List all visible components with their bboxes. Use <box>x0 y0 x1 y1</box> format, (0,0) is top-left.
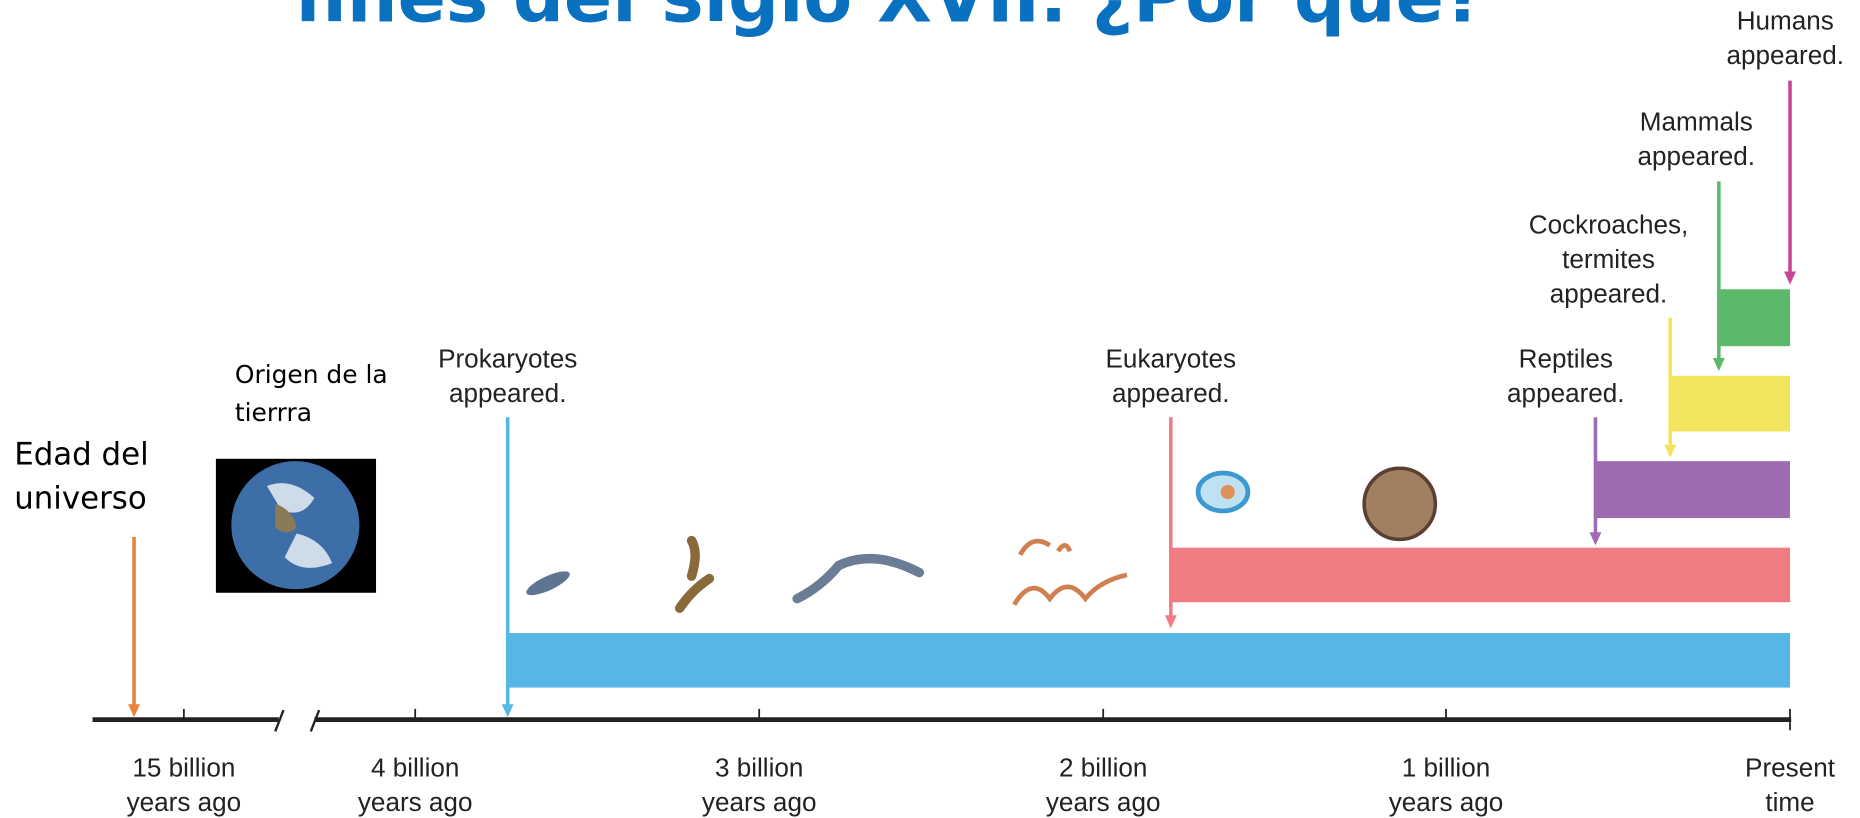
axis-label: 3 billion <box>715 753 803 783</box>
prokaryote-bar <box>507 633 1790 688</box>
event-label: termites <box>1562 244 1655 274</box>
event-label: appeared. <box>1550 278 1668 308</box>
organism <box>1014 541 1127 605</box>
axis-label: years ago <box>358 787 473 817</box>
organism <box>797 559 919 599</box>
organism <box>680 541 710 609</box>
axis-label: years ago <box>1389 787 1504 817</box>
event-label: appeared. <box>1507 378 1625 408</box>
event-label: appeared. <box>449 378 567 408</box>
event-label: Prokaryotes <box>438 344 577 374</box>
axis-label: 15 billion <box>132 753 235 783</box>
timeline: fines del siglo XVII. ¿Por qué? Edad del… <box>0 0 1860 818</box>
axis-label: years ago <box>702 787 817 817</box>
event-label: Cockroaches, <box>1529 210 1688 240</box>
axis-label: years ago <box>127 787 242 817</box>
axis-label: Present <box>1745 753 1836 783</box>
note: Origen de la <box>235 360 388 389</box>
arrow-head <box>1784 271 1796 284</box>
event-label: Reptiles <box>1519 344 1613 374</box>
event-label: Humans <box>1737 6 1834 36</box>
note: tierrra <box>235 398 312 427</box>
mammal-bar <box>1719 289 1790 346</box>
axis-label: 2 billion <box>1059 753 1147 783</box>
organism <box>1221 485 1235 499</box>
axis-labels: 15 billion years ago 4 billion years ago 3 b… <box>127 753 1836 817</box>
arrow-head <box>128 704 140 717</box>
arrow-head <box>1590 532 1602 545</box>
reptile-bar <box>1595 461 1790 518</box>
page: fines del siglo XVII. ¿Por qué? Edad del… <box>0 0 1860 818</box>
axis-label: time <box>1765 787 1814 817</box>
arrow-head <box>1664 445 1676 458</box>
arrow-head <box>1165 615 1177 628</box>
event-label: Mammals <box>1640 106 1753 136</box>
eukaryote-bar <box>1170 548 1790 603</box>
insect-bar <box>1670 376 1790 432</box>
axis-label: years ago <box>1046 787 1161 817</box>
axis <box>93 709 1792 732</box>
axis-label: 1 billion <box>1402 753 1490 783</box>
event-label: appeared. <box>1638 141 1756 171</box>
organism <box>524 567 573 600</box>
note: Edad del <box>14 437 148 473</box>
event-label: appeared. <box>1727 40 1845 70</box>
event-labels: Prokaryotes appeared. Eukaryotes appeared. R… <box>438 6 1844 408</box>
event-label: Eukaryotes <box>1106 344 1237 374</box>
title: fines del siglo XVII. ¿Por qué? <box>294 0 1485 38</box>
arrow-head <box>1713 358 1725 371</box>
arrow-head <box>502 704 514 717</box>
axis-label: 4 billion <box>371 753 459 783</box>
organism <box>1364 468 1435 539</box>
note: universo <box>14 481 146 517</box>
event-label: appeared. <box>1112 378 1230 408</box>
